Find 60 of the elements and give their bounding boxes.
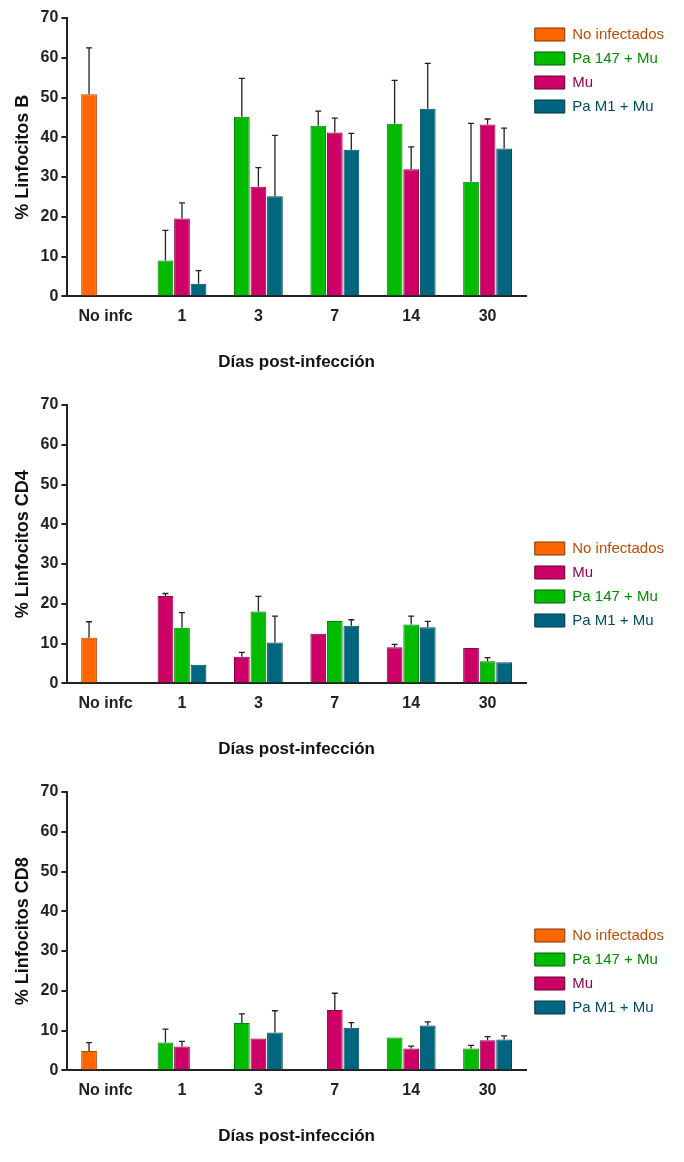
y-tick-label: 60 [40,48,59,66]
legend-label: Pa M1 + Mu [572,96,654,114]
x-tick-label: 3 [253,1081,263,1099]
y-tick-label: 60 [40,822,59,840]
legend-label: Pa 147 + Mu [572,48,658,66]
y-tick-label: 20 [40,981,59,999]
y-tick-label: 50 [40,87,59,105]
y-tick-label: 0 [49,1060,59,1078]
x-tick-label: 1 [177,307,187,325]
y-axis-title: % Linfocitos CD4 [11,470,32,619]
x-tick-label: 14 [402,694,421,712]
y-tick-label: 50 [40,474,59,492]
x-axis-title: Días post-infección [218,1126,375,1146]
y-tick-label: 50 [40,861,59,879]
x-tick-label: No infc [78,694,133,712]
y-tick-label: 0 [49,673,59,691]
y-axis-title: % Linfocitos B [11,94,32,220]
legend-label: Pa 147 + Mu [572,949,658,967]
x-tick-label: 3 [253,307,263,325]
legend-label: No infectados [572,538,665,556]
y-tick-label: 0 [49,286,59,304]
y-tick-label: 20 [40,207,59,225]
x-tick-label: 30 [478,1081,497,1099]
x-axis-title: Días post-infección [218,739,375,759]
y-tick-label: 10 [40,634,59,652]
x-tick-label: 7 [330,694,340,712]
legend-label: Pa M1 + Mu [572,610,654,628]
y-tick-label: 70 [40,395,59,413]
y-tick-label: 30 [40,941,59,959]
legend-label: Pa M1 + Mu [572,997,654,1015]
y-tick-label: 60 [40,435,59,453]
legend-label: Mu [572,973,594,991]
x-tick-label: No infc [78,307,133,325]
y-tick-label: 40 [40,514,59,532]
x-axis-title: Días post-infección [218,352,375,372]
x-tick-label: 30 [478,694,497,712]
y-tick-label: 20 [40,594,59,612]
y-tick-label: 30 [40,167,59,185]
x-tick-label: 14 [402,1081,421,1099]
y-tick-label: 40 [40,901,59,919]
x-tick-label: No infc [78,1081,133,1099]
x-tick-label: 1 [177,694,187,712]
x-tick-label: 1 [177,1081,187,1099]
y-axis-title: % Linfocitos CD8 [11,857,32,1006]
legend-label: Pa 147 + Mu [572,586,658,604]
y-tick-label: 30 [40,554,59,572]
x-tick-label: 7 [330,1081,340,1099]
x-tick-label: 30 [478,307,497,325]
y-tick-label: 40 [40,127,59,145]
legend-label: Mu [572,72,594,90]
y-tick-label: 70 [40,8,59,26]
x-tick-label: 7 [330,307,340,325]
y-tick-label: 70 [40,782,59,800]
x-tick-label: 3 [253,694,263,712]
y-tick-label: 10 [40,247,59,265]
legend-label: No infectados [572,24,665,42]
y-tick-label: 10 [40,1021,59,1039]
legend-label: Mu [572,562,594,580]
legend-label: No infectados [572,925,665,943]
x-tick-label: 14 [402,307,421,325]
